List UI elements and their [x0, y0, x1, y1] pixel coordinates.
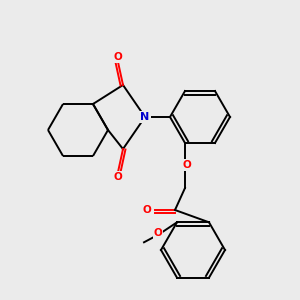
Text: O: O: [142, 205, 152, 215]
Text: O: O: [114, 52, 122, 62]
Text: N: N: [140, 112, 150, 122]
Text: O: O: [154, 228, 162, 238]
Text: O: O: [183, 160, 191, 170]
Text: O: O: [114, 172, 122, 182]
